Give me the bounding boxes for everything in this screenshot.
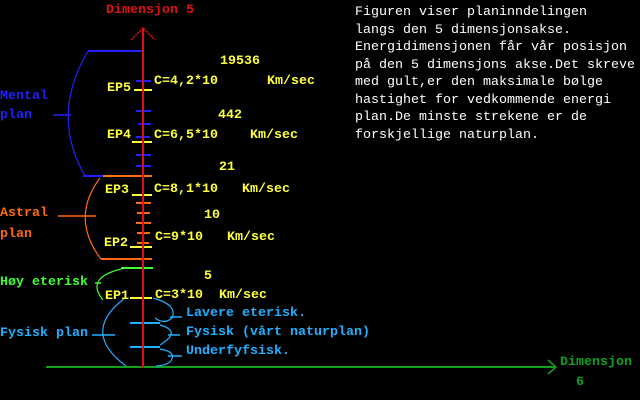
ep2-exponent: 10 [204, 208, 220, 223]
ep3-label: EP3 [105, 183, 129, 198]
fysisk-bracket [102, 297, 127, 367]
mental-label-1: Mental [0, 89, 48, 104]
description-line: plan.De minste strekene er de [355, 110, 587, 125]
ep2-speed: C=9*10 [155, 230, 203, 245]
ep4-speed: C=6,5*10 [154, 128, 218, 143]
mental-label-2: plan [0, 108, 32, 123]
description-text: Figuren viser planinndelingen langs den 5… [355, 4, 635, 144]
ep1-label: EP1 [105, 289, 129, 304]
ep3-exponent: 21 [219, 160, 235, 175]
energy-point-ticks [130, 89, 152, 299]
description-line: på den 5 dimensjons akse.Det skreve [355, 57, 635, 73]
dimension-6-number: 6 [576, 375, 584, 390]
ep1-speed: C=3*10 [155, 288, 203, 303]
mental-bracket [67, 50, 89, 177]
dimension-6-arrowhead [547, 359, 558, 375]
subplane-brackets [152, 297, 174, 367]
ep5-exponent: 19536 [220, 54, 260, 69]
description-line: forskjellige naturplan. [355, 127, 539, 143]
ep4-unit: Km/sec [250, 128, 298, 143]
ep4-exponent: 442 [218, 108, 242, 123]
hoy-eterisk-label: Høy eterisk [0, 275, 88, 290]
ep5-speed: C=4,2*10 [154, 74, 218, 89]
subplane-label: Underfyfsisk. [186, 344, 290, 359]
dimension-6-label: Dimensjon [560, 355, 632, 370]
ep3-speed: C=8,1*10 [154, 182, 218, 197]
dimension-5-arrowhead [130, 26, 156, 41]
description-line: med gult,er den maksimale bølge [355, 75, 603, 90]
ep4-label: EP4 [107, 128, 131, 143]
ep5-label: EP5 [107, 81, 131, 96]
ep2-unit: Km/sec [227, 230, 275, 245]
description-line: Energidimensjonen får vår posisjon [355, 40, 627, 55]
ep1-exponent: 5 [204, 269, 212, 284]
astral-bracket [84, 177, 102, 260]
astral-label-1: Astral [0, 206, 48, 221]
subplane-label: Lavere eterisk. [186, 306, 306, 321]
fysisk-plan-label: Fysisk plan [0, 326, 88, 341]
subplane-label: Fysisk (vårt naturplan) [186, 325, 370, 340]
description-line: hastighet for vedkommende energi [355, 92, 611, 108]
ep5-unit: Km/sec [267, 74, 315, 89]
ep3-unit: Km/sec [242, 182, 290, 197]
description-line: langs den 5 dimensjonsakse. [355, 22, 571, 38]
ep1-unit: Km/sec [219, 288, 267, 303]
astral-label-2: plan [0, 227, 32, 242]
ep2-label: EP2 [104, 236, 128, 251]
description-line: Figuren viser planinndelingen [355, 5, 587, 20]
dimension-5-label: Dimensjon 5 [106, 3, 194, 18]
eterisk-bracket [96, 268, 122, 301]
